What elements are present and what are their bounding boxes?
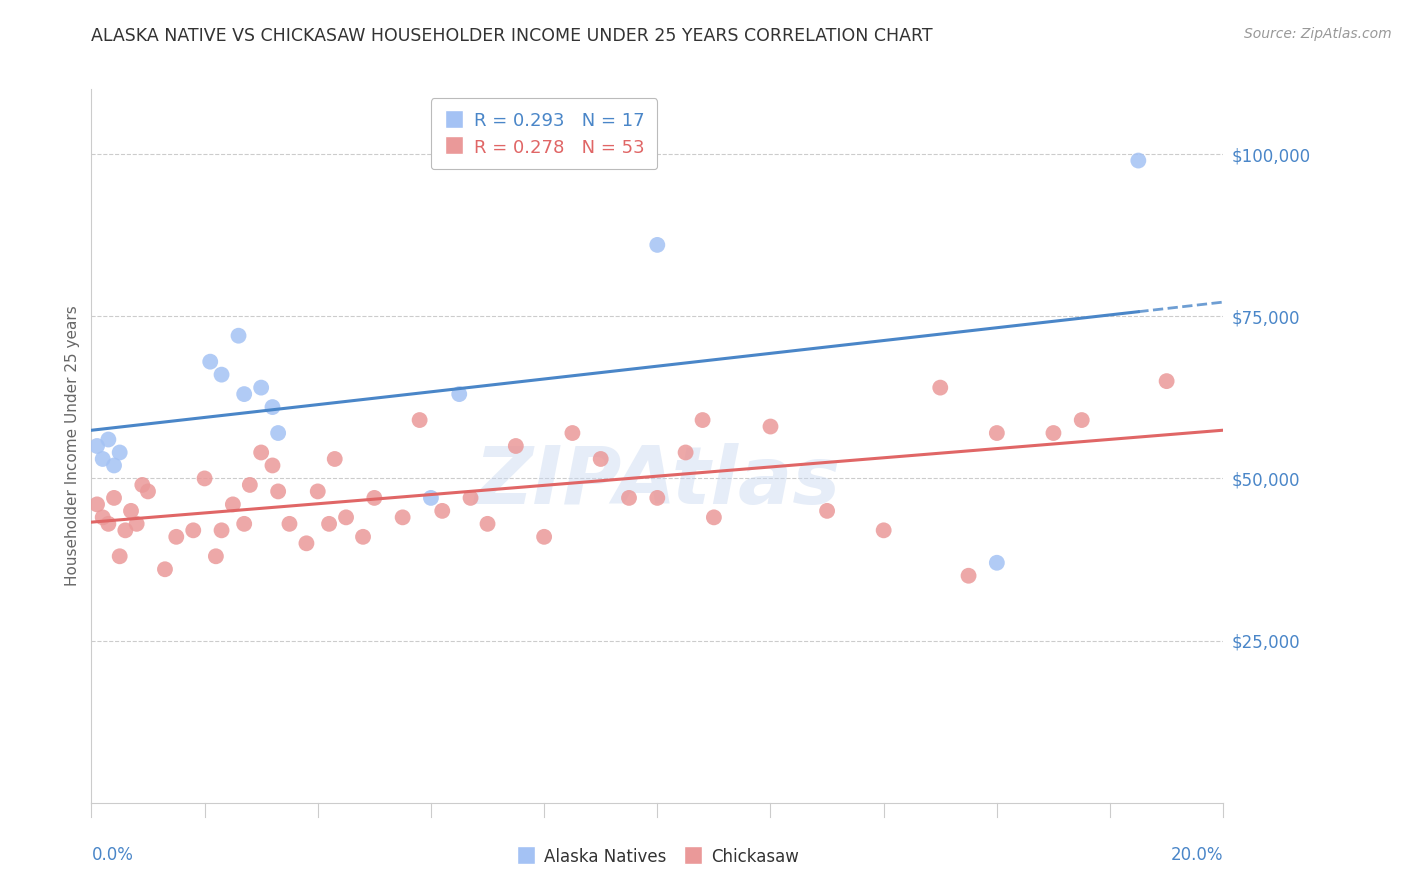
Point <box>505 439 527 453</box>
Point <box>211 368 233 382</box>
Point <box>363 491 385 505</box>
Point <box>703 510 725 524</box>
Point <box>181 524 204 538</box>
Point <box>194 471 217 485</box>
Point <box>108 445 131 459</box>
Point <box>153 562 176 576</box>
Point <box>420 491 443 505</box>
Point <box>97 516 120 531</box>
Point <box>108 549 131 564</box>
Point <box>1128 153 1150 168</box>
Point <box>222 497 245 511</box>
Point <box>205 549 228 564</box>
Point <box>120 504 142 518</box>
Point <box>1156 374 1178 388</box>
Point <box>675 445 697 459</box>
Point <box>131 478 153 492</box>
Y-axis label: Householder Income Under 25 years: Householder Income Under 25 years <box>65 306 80 586</box>
Point <box>267 484 290 499</box>
Point <box>211 524 233 538</box>
Point <box>233 516 256 531</box>
Point <box>295 536 318 550</box>
Point <box>617 491 640 505</box>
Point <box>307 484 329 499</box>
Point <box>986 556 1008 570</box>
Point <box>815 504 838 518</box>
Point <box>1070 413 1092 427</box>
Point <box>408 413 430 427</box>
Point <box>86 439 108 453</box>
Point <box>262 400 284 414</box>
Point <box>589 452 612 467</box>
Point <box>239 478 262 492</box>
Point <box>250 381 273 395</box>
Point <box>449 387 471 401</box>
Point <box>318 516 340 531</box>
Point <box>647 491 669 505</box>
Point <box>200 354 222 368</box>
Point <box>873 524 896 538</box>
Point <box>561 425 583 440</box>
Point <box>228 328 250 343</box>
Point <box>460 491 482 505</box>
Text: Source: ZipAtlas.com: Source: ZipAtlas.com <box>1244 27 1392 41</box>
Point <box>278 516 301 531</box>
Point <box>125 516 148 531</box>
Point <box>91 452 114 467</box>
Point <box>103 458 125 473</box>
Point <box>352 530 374 544</box>
Text: 0.0%: 0.0% <box>91 846 134 863</box>
Text: 20.0%: 20.0% <box>1171 846 1223 863</box>
Point <box>432 504 454 518</box>
Point <box>647 238 669 252</box>
Legend: Alaska Natives, Chickasaw: Alaska Natives, Chickasaw <box>509 841 806 873</box>
Point <box>533 530 555 544</box>
Point <box>692 413 714 427</box>
Point <box>165 530 187 544</box>
Point <box>114 524 136 538</box>
Point <box>477 516 499 531</box>
Text: ALASKA NATIVE VS CHICKASAW HOUSEHOLDER INCOME UNDER 25 YEARS CORRELATION CHART: ALASKA NATIVE VS CHICKASAW HOUSEHOLDER I… <box>91 27 934 45</box>
Point <box>233 387 256 401</box>
Point <box>250 445 273 459</box>
Point <box>929 381 952 395</box>
Point <box>759 419 782 434</box>
Point <box>91 510 114 524</box>
Point <box>136 484 159 499</box>
Point <box>262 458 284 473</box>
Point <box>957 568 980 582</box>
Point <box>103 491 125 505</box>
Point <box>86 497 108 511</box>
Point <box>986 425 1008 440</box>
Point <box>323 452 346 467</box>
Point <box>391 510 413 524</box>
Point <box>1042 425 1064 440</box>
Point <box>335 510 357 524</box>
Text: ZIPAtlas: ZIPAtlas <box>474 442 841 521</box>
Point <box>267 425 290 440</box>
Point <box>97 433 120 447</box>
